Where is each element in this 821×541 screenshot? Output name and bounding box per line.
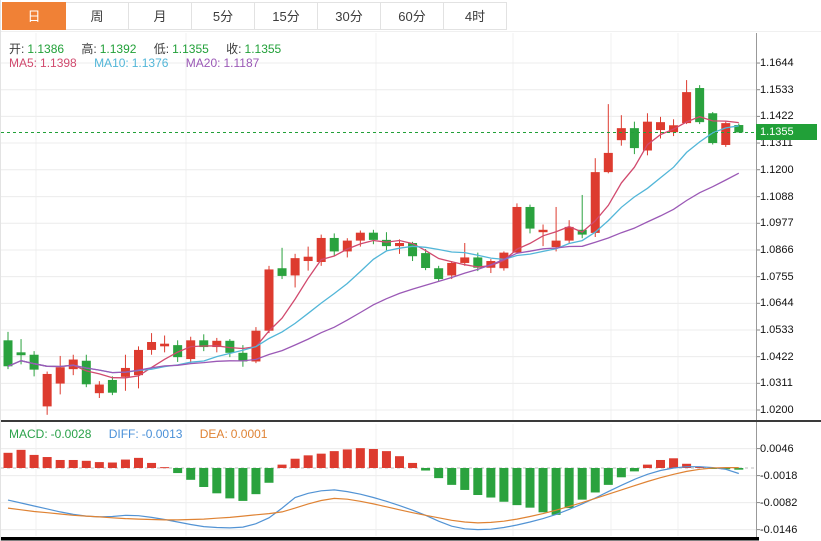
macd-axis: 0.0046 -0.0018 -0.0082 -0.0146 bbox=[759, 0, 821, 541]
diff-label: DIFF: bbox=[108, 427, 139, 441]
price-tick-label: 1.0311 bbox=[760, 377, 793, 390]
close-label: 收: bbox=[226, 42, 242, 56]
tab-daily[interactable]: 日 bbox=[2, 2, 66, 30]
low-value: 1.1355 bbox=[172, 42, 209, 56]
tab-monthly[interactable]: 月 bbox=[128, 2, 192, 30]
current-price-tag: 1.1355 bbox=[756, 124, 817, 141]
price-tick-label: 1.1200 bbox=[760, 163, 794, 176]
tab-15min[interactable]: 15分 bbox=[254, 2, 318, 30]
macd-tick-label: -0.0082 bbox=[760, 496, 798, 509]
open-value: 1.1386 bbox=[27, 42, 65, 56]
macd-readout: MACD: -0.0028 DIFF: -0.0013 DEA: 0.0001 bbox=[9, 427, 270, 441]
ma20-value: 1.1187 bbox=[223, 56, 260, 70]
price-tick-label: 1.0977 bbox=[760, 217, 794, 230]
price-tick-label: 1.0755 bbox=[760, 270, 794, 283]
dea-value: 0.0001 bbox=[230, 427, 268, 441]
tab-weekly[interactable]: 周 bbox=[65, 2, 129, 30]
price-tick-label: 1.0866 bbox=[760, 243, 794, 256]
open-label: 开: bbox=[9, 42, 25, 56]
macd-value: -0.0028 bbox=[50, 427, 92, 441]
macd-tick-label: -0.0146 bbox=[760, 523, 798, 536]
macd-label: MACD: bbox=[9, 427, 48, 441]
chart-graphics bbox=[1, 33, 821, 541]
macd-tick-label: -0.0018 bbox=[760, 469, 798, 482]
ma-readout: MA5: 1.1398 MA10: 1.1376 MA20: 1.1187 bbox=[9, 56, 262, 70]
price-tick-label: 1.0533 bbox=[760, 323, 794, 336]
ohlc-readout: 开: 1.1386 高: 1.1392 低: 1.1355 收: 1.1355 bbox=[9, 40, 284, 57]
toolbar-divider bbox=[1, 31, 821, 32]
diff-value: -0.0013 bbox=[141, 427, 183, 441]
high-value: 1.1392 bbox=[99, 42, 137, 56]
price-tick-label: 1.1533 bbox=[760, 83, 794, 96]
price-tick-label: 1.0200 bbox=[760, 404, 794, 416]
tab-4hour[interactable]: 4时 bbox=[443, 2, 507, 30]
timeframe-toolbar: 日 周 月 5分 15分 30分 60分 4时 bbox=[2, 2, 507, 30]
tab-5min[interactable]: 5分 bbox=[191, 2, 255, 30]
tab-30min[interactable]: 30分 bbox=[317, 2, 381, 30]
macd-tick-label: 0.0046 bbox=[760, 442, 794, 455]
price-tick-label: 1.1088 bbox=[760, 190, 794, 203]
ma5-label: MA5: bbox=[9, 56, 38, 70]
ma10-value: 1.1376 bbox=[131, 56, 169, 70]
close-value: 1.1355 bbox=[244, 42, 282, 56]
price-tick-label: 1.0422 bbox=[760, 350, 794, 363]
low-label: 低: bbox=[153, 42, 170, 56]
price-tick-label: 1.1422 bbox=[760, 110, 794, 123]
ma20-label: MA20: bbox=[185, 56, 221, 70]
price-tick-label: 1.0644 bbox=[760, 297, 794, 310]
price-tick-label: 1.1644 bbox=[760, 57, 794, 70]
dea-label: DEA: bbox=[199, 427, 228, 441]
ma10-label: MA10: bbox=[94, 56, 129, 70]
tab-60min[interactable]: 60分 bbox=[380, 2, 444, 30]
high-label: 高: bbox=[81, 42, 97, 56]
ma5-value: 1.1398 bbox=[40, 56, 77, 70]
